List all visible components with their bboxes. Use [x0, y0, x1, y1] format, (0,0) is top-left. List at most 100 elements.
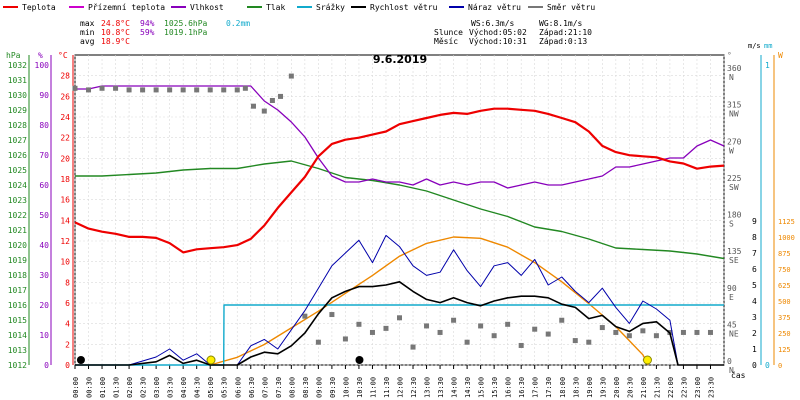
- axis-unit-w: W: [778, 51, 783, 60]
- tick-label-hpa: 1025: [8, 166, 27, 175]
- x-tick-label: 12:00: [397, 377, 405, 398]
- wind-direction-point: [288, 73, 294, 79]
- stat-rain-max: 0.2mm: [226, 19, 250, 28]
- tick-label-ms: 1: [752, 345, 757, 354]
- tick-label-dir: 90: [727, 284, 737, 293]
- stat-label-min: min: [80, 28, 95, 37]
- tick-label-w: 1125: [778, 218, 795, 226]
- tick-label-w: 375: [778, 314, 791, 322]
- tick-label-pct: 0: [44, 361, 49, 370]
- moonrise-marker: [355, 356, 364, 364]
- stat-press-max: 1025.6hPa: [164, 19, 208, 28]
- wind-direction-point: [572, 338, 578, 344]
- wind-direction-point: [194, 87, 200, 93]
- wind-direction-point: [586, 339, 592, 345]
- x-tick-label: 21:00: [640, 377, 648, 398]
- tick-label-dir: 225: [727, 174, 742, 183]
- tick-label-ms: 6: [752, 265, 757, 274]
- wind-direction-point: [72, 85, 78, 91]
- wind-direction-point: [278, 93, 284, 99]
- tick-label-temp: 16: [60, 196, 70, 205]
- x-tick-label: 01:00: [99, 377, 107, 398]
- sunrise-marker: [206, 355, 216, 365]
- wind-direction-point: [478, 323, 484, 329]
- x-tick-label: 15:30: [491, 377, 499, 398]
- tick-label-hpa: 1016: [8, 301, 27, 310]
- x-tick-label: 23:30: [707, 377, 715, 398]
- tick-label-ms: 7: [752, 249, 757, 258]
- wind-direction-point: [505, 321, 511, 327]
- tick-label-hpa: 1012: [8, 361, 27, 370]
- axis-unit-dir: °: [727, 51, 732, 60]
- wind-direction-point: [491, 333, 497, 339]
- wind-direction-point: [234, 87, 240, 93]
- tick-label-dir-compass: E: [729, 293, 734, 302]
- wind-direction-point: [302, 313, 308, 319]
- tick-label-dir-compass: N: [729, 366, 734, 375]
- tick-label-hpa: 1019: [8, 256, 27, 265]
- wind-direction-point: [599, 325, 605, 331]
- stat-press-min: 1019.1hPa: [164, 28, 208, 37]
- tick-label-temp: 26: [60, 92, 70, 101]
- x-tick-label: 05:30: [221, 377, 229, 398]
- tick-label-dir-compass: SW: [729, 183, 739, 192]
- series-wind-speed: [75, 280, 724, 366]
- wind-direction-point: [261, 108, 267, 114]
- tick-label-hpa: 1030: [8, 91, 27, 100]
- x-tick-label: 07:30: [275, 377, 283, 398]
- stat-hum-max: 94%: [140, 19, 155, 28]
- tick-label-dir: 0: [727, 357, 732, 366]
- series-temperature: [74, 107, 725, 254]
- axis-unit-hpa: hPa: [6, 51, 21, 60]
- tick-label-ms: 9: [752, 217, 757, 226]
- wind-direction-point: [369, 329, 375, 335]
- moon-label: Měsíc: [434, 37, 458, 46]
- wind-direction-point: [613, 329, 619, 335]
- x-tick-label: 03:30: [167, 377, 175, 398]
- x-tick-label: 08:00: [288, 377, 296, 398]
- axis-unit-ms: m/s: [748, 42, 761, 50]
- x-tick-label: 09:30: [329, 377, 337, 398]
- tick-label-pct: 10: [39, 331, 49, 340]
- sun-rise: Východ:05:02: [469, 28, 527, 37]
- x-tick-label: 03:00: [153, 377, 161, 398]
- tick-label-dir: 270: [727, 137, 742, 146]
- wind-direction-point: [153, 87, 159, 93]
- x-tick-label: 00:30: [86, 377, 94, 398]
- tick-label-hpa: 1017: [8, 286, 27, 295]
- x-tick-label: 10:00: [342, 377, 350, 398]
- wind-direction-point: [126, 87, 132, 93]
- x-tick-label: 15:00: [478, 377, 486, 398]
- tick-label-dir-compass: N: [729, 73, 734, 82]
- tick-label-pct: 70: [39, 151, 49, 160]
- wind-direction-point: [329, 312, 335, 318]
- wind-direction-point: [424, 323, 430, 329]
- stat-label-max: max: [80, 19, 95, 28]
- moonset-marker: [76, 356, 85, 364]
- tick-label-w: 500: [778, 298, 791, 306]
- wind-direction-point: [180, 87, 186, 93]
- tick-label-pct: 30: [39, 271, 49, 280]
- tick-label-dir-compass: W: [729, 146, 734, 155]
- tick-label-temp: 8: [65, 278, 70, 287]
- tick-label-hpa: 1020: [8, 241, 27, 250]
- wind-direction-point: [342, 336, 348, 342]
- tick-label-dir-compass: NW: [729, 110, 739, 119]
- tick-label-dir-compass: S: [729, 220, 734, 229]
- tick-label-pct: 20: [39, 301, 49, 310]
- x-tick-label: 02:00: [126, 377, 134, 398]
- wind-direction-point: [86, 87, 92, 93]
- tick-label-ms: 0: [752, 361, 757, 370]
- sun-label: Slunce: [434, 28, 463, 37]
- legend-label: Rychlost větru: [370, 3, 438, 12]
- tick-label-w: 1000: [778, 234, 795, 242]
- x-tick-label: 09:00: [315, 377, 323, 398]
- tick-label-temp: 28: [60, 72, 70, 81]
- tick-label-ms: 2: [752, 329, 757, 338]
- x-tick-label: 19:30: [599, 377, 607, 398]
- tick-label-dir: 315: [727, 101, 742, 110]
- tick-label-temp: 14: [60, 216, 70, 225]
- tick-label-temp: 22: [60, 134, 70, 143]
- x-tick-label: 18:00: [559, 377, 567, 398]
- tick-label-w: 250: [778, 330, 791, 338]
